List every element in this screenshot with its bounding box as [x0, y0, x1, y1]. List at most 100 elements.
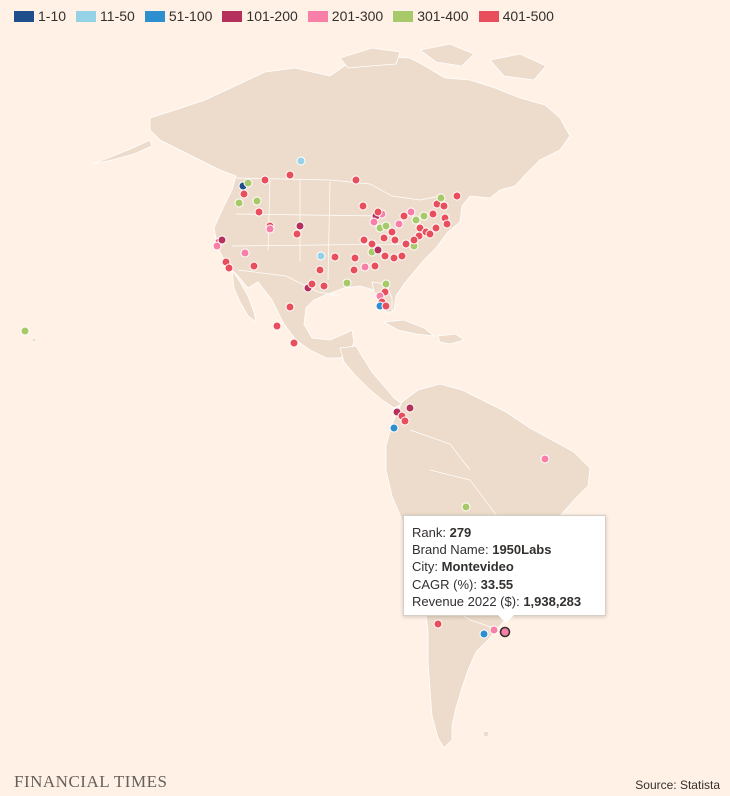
company-marker[interactable] [431, 223, 441, 233]
company-marker[interactable] [373, 207, 383, 217]
company-marker[interactable] [452, 191, 462, 201]
company-marker[interactable] [381, 301, 391, 311]
company-marker[interactable] [351, 175, 361, 185]
company-marker[interactable] [419, 211, 429, 221]
company-marker[interactable] [234, 198, 244, 208]
tooltip-label: City: [412, 559, 438, 575]
company-marker[interactable] [389, 423, 399, 433]
company-marker[interactable] [243, 178, 253, 188]
legend-label: 1-10 [38, 8, 67, 24]
company-marker[interactable] [224, 263, 234, 273]
state-border [267, 179, 271, 251]
company-marker[interactable] [289, 338, 299, 348]
legend-item-401-500[interactable]: 401-500 [478, 8, 554, 24]
company-marker[interactable] [433, 619, 443, 629]
us-canada-border [235, 177, 441, 201]
company-marker[interactable] [379, 233, 389, 243]
legend-label: 201-300 [331, 8, 384, 24]
company-marker[interactable] [370, 261, 380, 271]
company-marker[interactable] [295, 221, 305, 231]
legend-swatch [144, 10, 165, 22]
legend-label: 101-200 [246, 8, 298, 24]
company-marker[interactable] [342, 278, 352, 288]
company-marker[interactable] [292, 229, 302, 239]
landmass [31, 43, 591, 749]
legend-item-301-400[interactable]: 301-400 [393, 8, 469, 24]
company-marker[interactable] [436, 193, 446, 203]
company-marker[interactable] [217, 235, 227, 245]
legend-swatch [76, 10, 97, 22]
legend-item-201-300[interactable]: 201-300 [307, 8, 384, 24]
legend-swatch [393, 10, 414, 22]
legend-item-101-200[interactable]: 101-200 [222, 8, 298, 24]
company-marker[interactable] [285, 170, 295, 180]
legend-swatch [478, 10, 499, 22]
company-marker[interactable] [406, 207, 416, 217]
company-marker[interactable] [381, 221, 391, 231]
legend-swatch [307, 10, 328, 22]
company-marker[interactable] [389, 253, 399, 263]
company-marker[interactable] [367, 239, 377, 249]
tooltip-rank: Rank: 279 [412, 524, 597, 541]
tooltip-label: CAGR (%): [412, 576, 477, 592]
company-marker[interactable] [307, 279, 317, 289]
central-america [339, 345, 403, 409]
selected-company-marker[interactable] [499, 626, 511, 638]
company-marker[interactable] [397, 251, 407, 261]
company-marker[interactable] [387, 227, 397, 237]
company-marker[interactable] [399, 211, 409, 221]
company-marker[interactable] [390, 235, 400, 245]
company-marker[interactable] [425, 229, 435, 239]
company-marker[interactable] [461, 502, 471, 512]
company-marker[interactable] [316, 251, 326, 261]
company-marker[interactable] [400, 416, 410, 426]
company-marker[interactable] [254, 207, 264, 217]
company-marker[interactable] [369, 217, 379, 227]
company-marker[interactable] [240, 248, 250, 258]
state-border [327, 181, 331, 281]
company-marker[interactable] [439, 201, 449, 211]
company-marker[interactable] [296, 156, 306, 166]
legend-item-11-50[interactable]: 11-50 [76, 8, 135, 24]
company-marker[interactable] [360, 262, 370, 272]
company-marker[interactable] [381, 279, 391, 289]
company-marker[interactable] [540, 454, 550, 464]
company-marker[interactable] [20, 326, 30, 336]
company-marker[interactable] [285, 302, 295, 312]
company-marker[interactable] [315, 265, 325, 275]
company-marker[interactable] [265, 224, 275, 234]
company-marker[interactable] [350, 253, 360, 263]
company-marker[interactable] [249, 261, 259, 271]
tooltip-revenue: Revenue 2022 ($): 1,938,283 [412, 593, 597, 610]
company-marker[interactable] [411, 215, 421, 225]
company-marker[interactable] [373, 245, 383, 255]
company-marker[interactable] [428, 209, 438, 219]
alaska-peninsula [91, 139, 153, 165]
company-marker[interactable] [380, 251, 390, 261]
company-marker[interactable] [394, 219, 404, 229]
company-marker[interactable] [319, 281, 329, 291]
company-marker[interactable] [359, 235, 369, 245]
falkland-islands [482, 730, 490, 738]
map-legend: 1-10 11-50 51-100 101-200 201-300 301-40… [14, 8, 554, 24]
company-marker[interactable] [405, 403, 415, 413]
company-marker[interactable] [212, 241, 222, 251]
company-marker[interactable] [272, 321, 282, 331]
company-marker[interactable] [358, 201, 368, 211]
hispaniola [437, 333, 465, 345]
company-marker[interactable] [489, 625, 499, 635]
company-marker[interactable] [442, 219, 452, 229]
company-marker[interactable] [479, 629, 489, 639]
company-marker[interactable] [252, 196, 262, 206]
legend-item-1-10[interactable]: 1-10 [14, 8, 66, 24]
company-marker[interactable] [239, 189, 249, 199]
company-marker[interactable] [409, 235, 419, 245]
company-marker[interactable] [330, 252, 340, 262]
tooltip-label: Brand Name: [412, 542, 489, 558]
company-marker[interactable] [349, 265, 359, 275]
legend-item-51-100[interactable]: 51-100 [144, 8, 212, 24]
arctic-island [489, 53, 547, 81]
company-marker[interactable] [401, 239, 411, 249]
tooltip-value: 1950Labs [492, 542, 552, 558]
company-marker[interactable] [260, 175, 270, 185]
